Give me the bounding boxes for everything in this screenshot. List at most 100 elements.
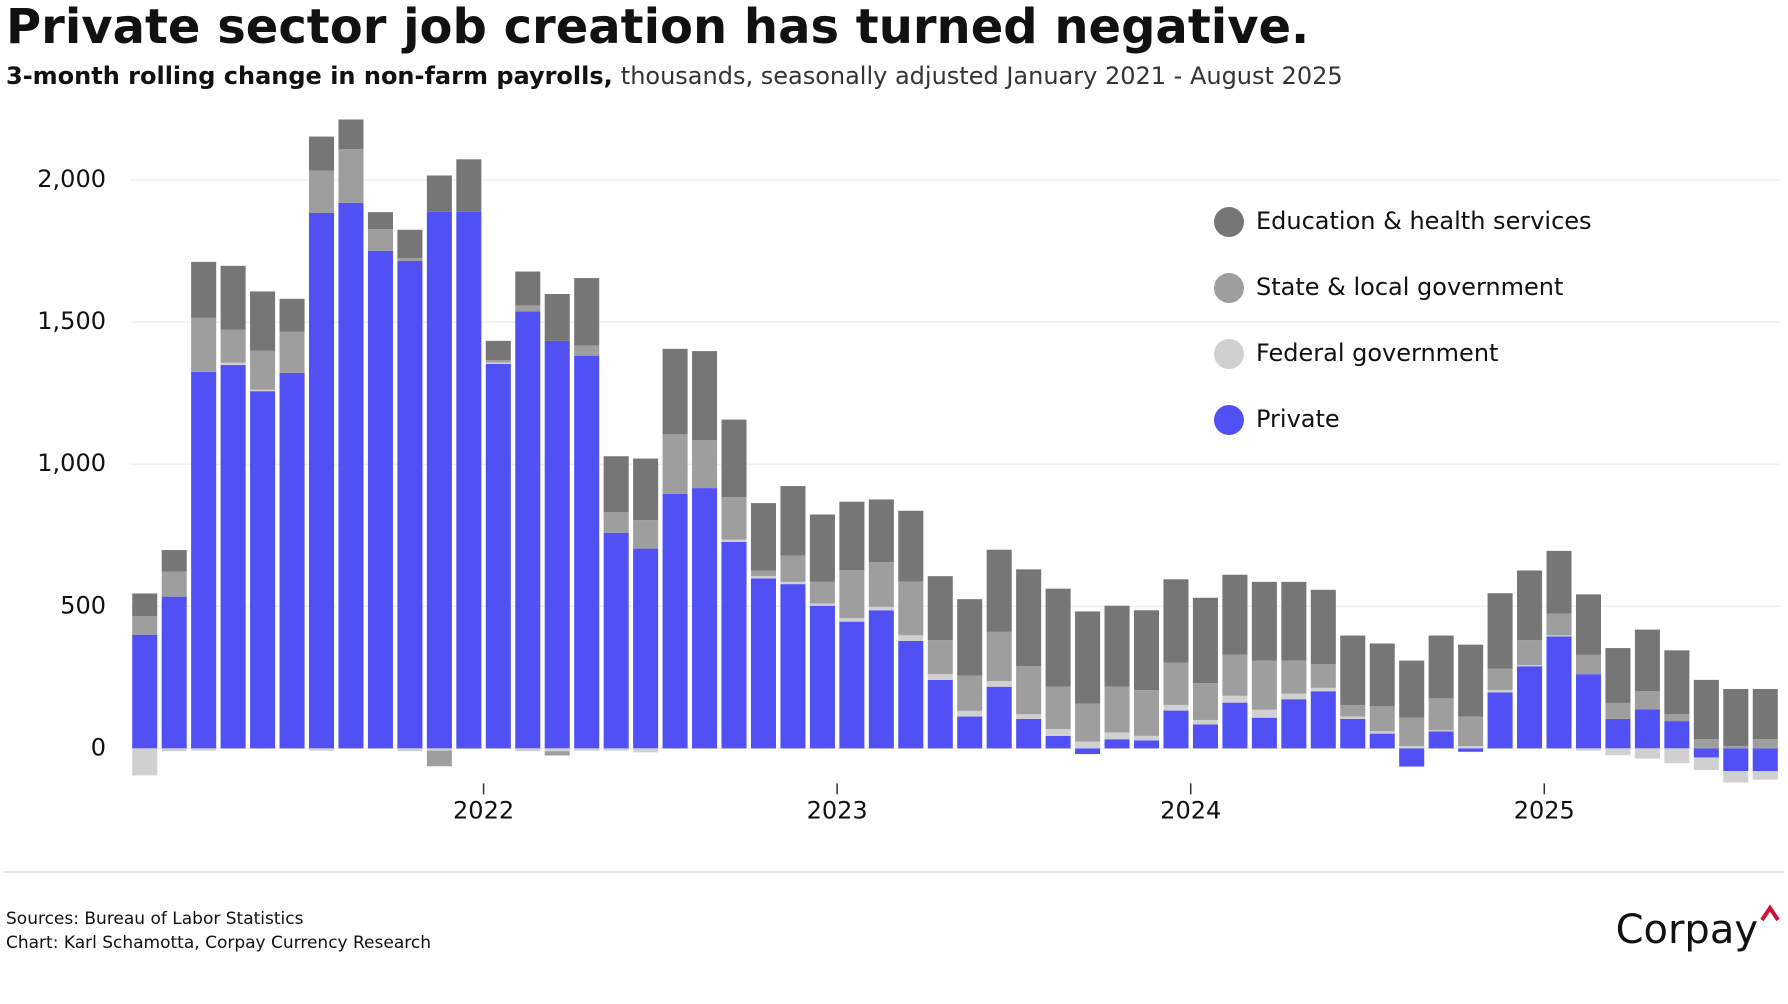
bar-segment bbox=[662, 434, 688, 494]
bar-segment bbox=[927, 674, 953, 680]
bar-segment bbox=[1428, 635, 1454, 699]
bar-segment bbox=[574, 345, 600, 356]
bar-segment bbox=[485, 363, 511, 749]
bar-segment bbox=[1163, 704, 1189, 711]
bar-segment bbox=[868, 562, 894, 607]
bar-segment bbox=[603, 456, 629, 513]
bar-segment bbox=[397, 261, 423, 749]
bar-segment bbox=[1575, 674, 1602, 749]
bar-segment bbox=[662, 348, 688, 435]
bar-segment bbox=[1458, 716, 1484, 747]
bar-segment bbox=[485, 340, 511, 361]
bar-segment bbox=[191, 261, 217, 318]
y-tick-label: 1,500 bbox=[37, 307, 106, 335]
bar-segment bbox=[426, 175, 452, 212]
legend-swatch bbox=[1214, 207, 1244, 237]
subtitle-bold: 3-month rolling change in non-farm payro… bbox=[6, 62, 613, 90]
subtitle-text: thousands, seasonally adjusted January 2… bbox=[621, 62, 1343, 90]
legend-swatch bbox=[1214, 405, 1244, 435]
bar-segment bbox=[780, 486, 806, 556]
bar-segment bbox=[1458, 644, 1484, 717]
legend-label: Education & health services bbox=[1256, 207, 1592, 235]
bar-segment bbox=[1664, 650, 1690, 715]
bar-segment bbox=[1517, 666, 1543, 749]
y-tick-label: 1,000 bbox=[37, 449, 106, 477]
x-tick-label: 2023 bbox=[807, 796, 868, 824]
bar-segment bbox=[721, 497, 747, 540]
y-tick-label: 0 bbox=[91, 733, 106, 761]
bar-segment bbox=[220, 365, 246, 749]
bar-segment bbox=[1634, 748, 1660, 759]
bar-segment bbox=[633, 548, 659, 749]
bar-segment bbox=[809, 514, 835, 582]
bar-segment bbox=[1369, 731, 1395, 734]
bar-segment bbox=[1487, 692, 1513, 749]
logo: Corpay bbox=[1616, 907, 1758, 953]
bar-segment bbox=[279, 372, 305, 749]
bar-segment bbox=[515, 311, 541, 749]
bar-segment bbox=[1752, 748, 1778, 772]
bar-segment bbox=[750, 576, 777, 579]
bar-segment bbox=[1752, 688, 1778, 740]
bar-segment bbox=[1723, 688, 1749, 747]
bar-segment bbox=[780, 584, 806, 749]
bar-segment bbox=[397, 258, 423, 262]
bar-segment bbox=[1605, 648, 1631, 703]
bar-segment bbox=[986, 681, 1012, 687]
bar-segment bbox=[1605, 702, 1631, 719]
bar-segment bbox=[868, 499, 894, 563]
bar-segment bbox=[279, 331, 305, 373]
bar-segment bbox=[1133, 740, 1160, 749]
bar-segment bbox=[1075, 703, 1101, 742]
bar-segment bbox=[1723, 748, 1749, 772]
legend-label: Federal government bbox=[1256, 339, 1498, 367]
bar-segment bbox=[220, 329, 246, 363]
bar-segment bbox=[1517, 570, 1543, 641]
bar-segment bbox=[426, 750, 452, 767]
bar-segment bbox=[1517, 640, 1543, 666]
bar-segment bbox=[456, 748, 482, 750]
bar-segment bbox=[692, 351, 718, 441]
x-tick-label: 2025 bbox=[1514, 796, 1575, 824]
bar-segment bbox=[485, 360, 511, 363]
bar-segment bbox=[1693, 748, 1719, 758]
bar-segment bbox=[338, 202, 364, 749]
bar-segment bbox=[1133, 610, 1160, 691]
bar-segment bbox=[1222, 654, 1248, 696]
bar-segment bbox=[1281, 693, 1307, 700]
bar-segment bbox=[633, 520, 659, 549]
y-tick-label: 500 bbox=[60, 591, 106, 619]
bar-segment bbox=[367, 250, 393, 749]
bar-segment bbox=[1487, 668, 1513, 691]
bar-segment bbox=[1281, 699, 1307, 749]
bar-segment bbox=[1251, 660, 1277, 710]
bar-segment bbox=[456, 159, 482, 212]
bar-segment bbox=[1634, 709, 1660, 749]
bar-segment bbox=[1104, 739, 1130, 749]
bar-segment bbox=[161, 571, 187, 597]
bar-segment bbox=[957, 599, 983, 676]
bar-segment bbox=[1340, 705, 1366, 717]
bar-segment bbox=[544, 748, 570, 752]
bar-segment bbox=[308, 748, 335, 751]
bar-segment bbox=[839, 501, 865, 571]
bar-segment bbox=[603, 748, 629, 751]
bar-segment bbox=[1664, 748, 1690, 764]
bar-segment bbox=[721, 541, 747, 749]
bar-segment bbox=[721, 539, 747, 542]
bar-segment bbox=[1428, 731, 1454, 749]
bar-segment bbox=[161, 596, 187, 749]
bar-segment bbox=[1575, 654, 1602, 675]
bar-segment bbox=[308, 136, 335, 171]
bar-segment bbox=[1133, 735, 1160, 741]
bar-segment bbox=[1340, 718, 1366, 749]
bar-segment bbox=[1458, 748, 1484, 752]
bar-segment bbox=[1634, 691, 1660, 710]
bar-segment bbox=[750, 570, 777, 577]
bar-segment bbox=[1075, 741, 1101, 749]
bar-segment bbox=[1104, 686, 1130, 733]
bar-segment bbox=[250, 291, 276, 351]
bar-segment bbox=[1546, 613, 1572, 636]
bar-segment bbox=[1075, 748, 1101, 755]
